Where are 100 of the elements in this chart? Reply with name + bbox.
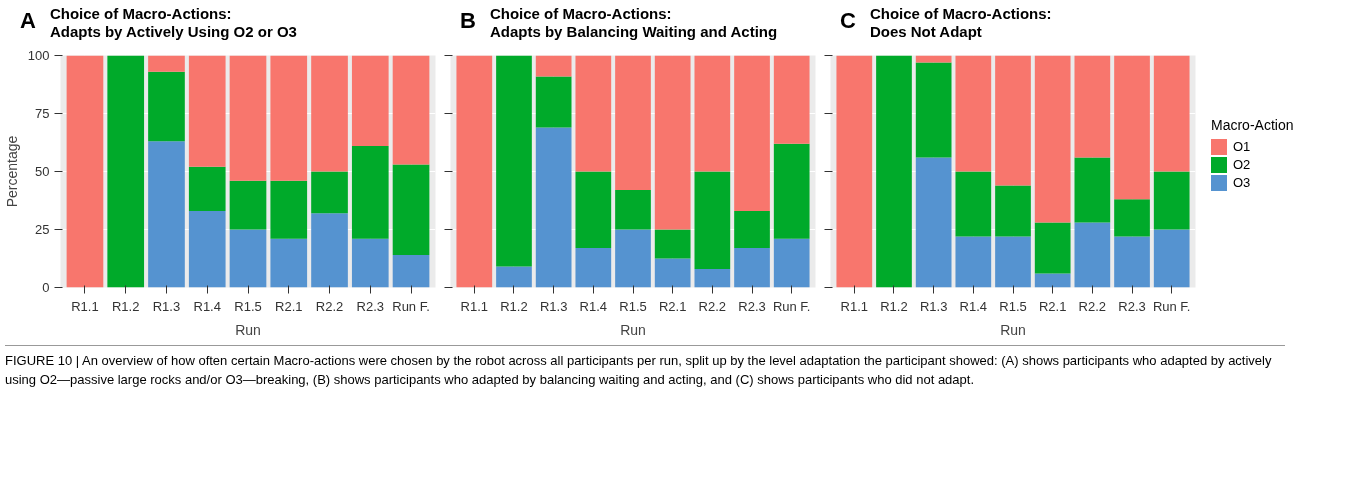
bar (773, 143, 810, 239)
bar (694, 268, 731, 288)
bar (311, 55, 348, 172)
x-tick-label: R2.2 (1078, 298, 1107, 314)
bar (535, 127, 572, 288)
bar (836, 55, 873, 288)
x-tick-label: R2.1 (275, 298, 303, 314)
bar (1114, 236, 1150, 288)
bar (654, 229, 691, 259)
y-tick-label: 75 (35, 106, 50, 121)
bar (188, 55, 226, 167)
bar (1114, 55, 1150, 200)
bar (955, 236, 992, 288)
x-tick-label: Run F. (1152, 298, 1191, 314)
bar (694, 171, 731, 269)
x-tick-label: R1.5 (234, 298, 262, 314)
bar (694, 55, 731, 172)
bar (575, 171, 612, 249)
chart-title: Choice of Macro-Actions: (489, 5, 672, 22)
x-tick-label: R1.1 (840, 298, 869, 314)
chart-subtitle: Does Not Adapt (869, 23, 982, 40)
bar (270, 55, 308, 181)
bar (1114, 199, 1150, 237)
x-tick-label: R1.4 (193, 298, 221, 314)
bar (955, 55, 992, 172)
bar (1153, 229, 1190, 288)
bar (496, 266, 532, 288)
x-tick-label: R2.3 (356, 298, 385, 314)
y-tick-label: 100 (27, 48, 50, 63)
x-tick-label: R1.3 (539, 298, 568, 314)
bar (392, 55, 430, 165)
y-axis-title: Percentage (3, 135, 20, 208)
x-axis-title: Run (235, 321, 261, 338)
bar (654, 258, 691, 288)
chart-subtitle: Adapts by Actively Using O2 or O3 (49, 23, 297, 40)
bar (615, 190, 651, 230)
caption: FIGURE 10 | An overview of how often certain Macro-actions were chosen by the robot across all participants per run, split up by the level adaptation the participant showed: (A) shows participants who adapted by actively using O2—passive large rocks and/or O3—breaking, (B) shows participants who adapted by balancing waiting and acting, and (C) shows participants who did not adapt. (5, 352, 1273, 389)
x-tick-label: R1.4 (579, 298, 608, 314)
bar (107, 55, 145, 288)
x-tick-label: R2.1 (658, 298, 687, 314)
bar (1074, 157, 1111, 223)
x-tick-label: R1.4 (959, 298, 988, 314)
bar (351, 238, 389, 288)
chart-subtitle: Adapts by Balancing Waiting and Acting (489, 23, 778, 40)
bar (535, 76, 572, 128)
x-tick-label: R1.2 (500, 298, 528, 314)
legend-label: O2 (1232, 156, 1252, 174)
x-tick-label: R1.2 (111, 298, 140, 314)
bar (1153, 171, 1190, 230)
bar (148, 55, 185, 72)
bar (229, 180, 267, 230)
bar (1074, 222, 1111, 288)
bar (955, 171, 992, 237)
bar (654, 55, 691, 230)
bar (995, 55, 1031, 186)
x-tick-label: R1.5 (999, 298, 1027, 314)
bar (229, 55, 267, 181)
bar (734, 210, 770, 249)
bar (615, 55, 651, 191)
x-tick-label: R2.3 (738, 298, 766, 314)
x-tick-label: R2.2 (315, 298, 344, 314)
bar (575, 55, 612, 172)
x-tick-label: R2.1 (1038, 298, 1067, 314)
bar (995, 185, 1031, 237)
bar (270, 180, 308, 239)
bar (148, 71, 185, 142)
bar (535, 55, 572, 77)
x-tick-label: R1.5 (619, 298, 647, 314)
chart-title: Choice of Macro-Actions: (869, 5, 1052, 22)
bar (229, 229, 267, 288)
x-tick-label: R2.3 (1118, 298, 1146, 314)
text: A (20, 7, 36, 35)
bar (66, 55, 104, 288)
x-tick-label: Run F. (392, 298, 430, 314)
bar (1034, 222, 1071, 274)
bar (148, 141, 185, 288)
legend-label: O1 (1232, 138, 1252, 156)
bar (270, 238, 308, 288)
bar (773, 238, 810, 288)
y-tick-label: 0 (42, 280, 50, 295)
bar (995, 236, 1031, 288)
bar (188, 166, 226, 211)
text: C (840, 7, 856, 35)
x-axis-title: Run (620, 321, 646, 338)
bar (876, 55, 912, 288)
bar (392, 164, 430, 256)
y-tick-label: 25 (35, 222, 50, 237)
bar (311, 171, 348, 214)
bar (615, 229, 651, 288)
x-tick-label: R2.2 (698, 298, 727, 314)
x-axis-title: Run (1000, 321, 1026, 338)
bar (188, 210, 226, 288)
x-tick-label: R1.1 (460, 298, 489, 314)
bar (734, 55, 770, 211)
bar (311, 213, 348, 288)
x-tick-label: R1.2 (880, 298, 908, 314)
bar (456, 55, 493, 288)
chart-title: Choice of Macro-Actions: (49, 5, 232, 22)
bar (773, 55, 810, 144)
x-tick-label: R1.3 (919, 298, 948, 314)
